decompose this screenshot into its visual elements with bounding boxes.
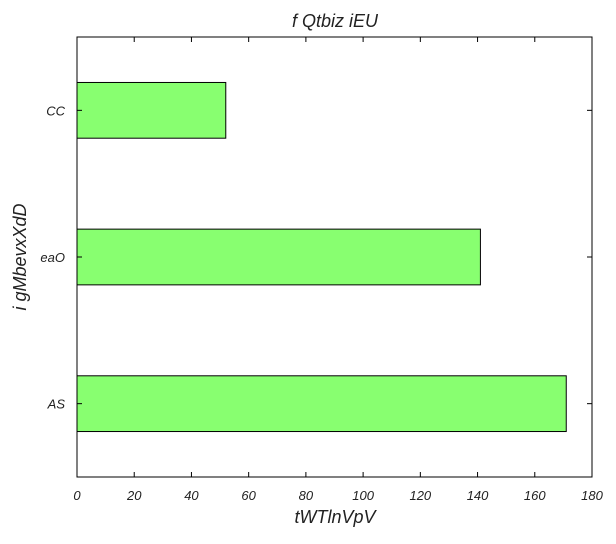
y-tick-label-eaO: eaO: [40, 250, 65, 265]
chart-title: f Qtbiz iEU: [292, 11, 379, 31]
x-tick-label-140: 140: [467, 488, 489, 503]
x-tick-label-160: 160: [524, 488, 546, 503]
x-tick-label-180: 180: [581, 488, 603, 503]
bar-CC: [76, 81, 227, 139]
y-tick-label-CC: CC: [46, 103, 65, 118]
x-axis-title: tWTlnVpV: [294, 507, 377, 527]
x-tick-label-80: 80: [299, 488, 314, 503]
x-tick-label-20: 20: [126, 488, 142, 503]
x-tick-label-0: 0: [73, 488, 81, 503]
x-tick-label-100: 100: [352, 488, 374, 503]
plot-frame: [76, 36, 593, 478]
x-tick-label-120: 120: [409, 488, 431, 503]
x-tick-label-60: 60: [241, 488, 256, 503]
y-axis-title: i gMbevxXdD: [10, 203, 30, 310]
y-tick-label-AS: AS: [47, 397, 66, 412]
bar-eaO: [76, 228, 481, 286]
bar-AS: [76, 375, 567, 433]
x-tick-label-40: 40: [184, 488, 199, 503]
bars-layer: [76, 81, 567, 433]
ticks-layer: AS eaO CC 0 20 40 60 80 100 120 140 160 180: [40, 37, 604, 503]
